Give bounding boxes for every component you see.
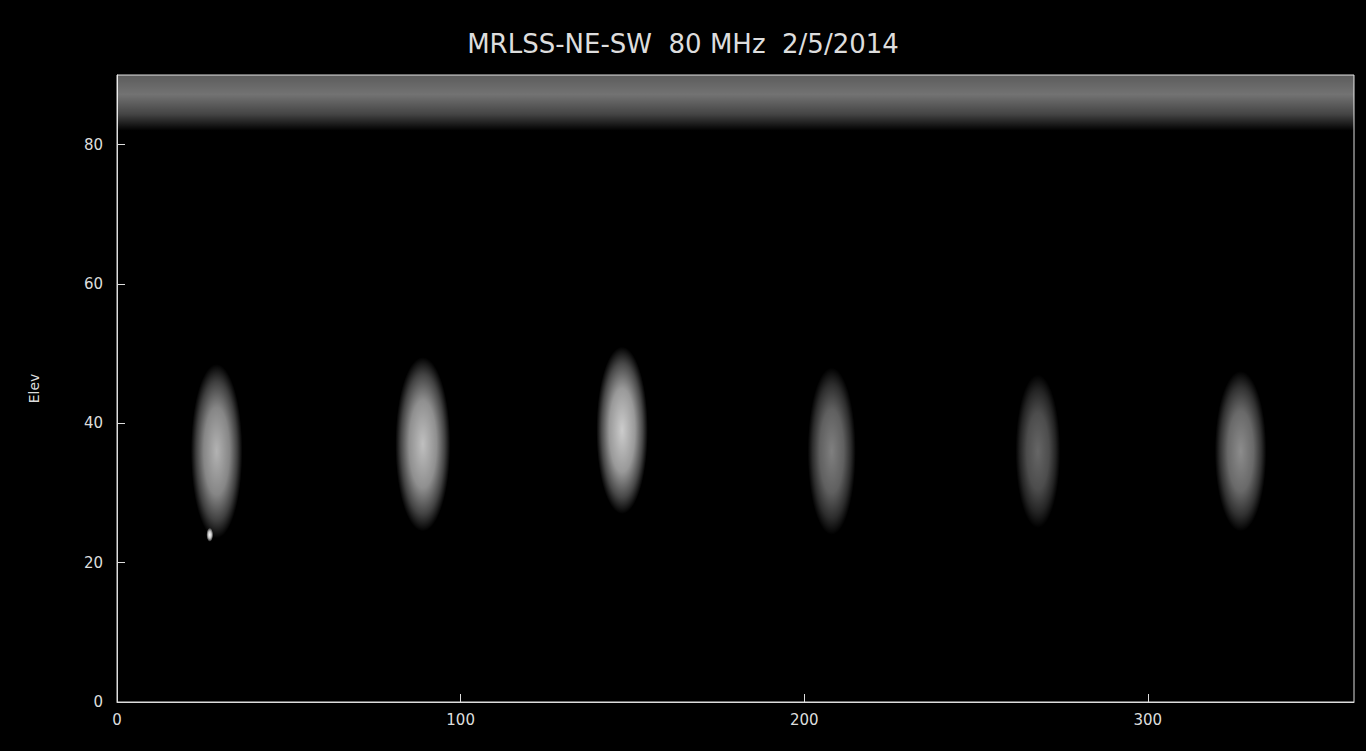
svg-text:100: 100 xyxy=(446,711,475,729)
svg-text:MRLSS-NE-SW 80 MHz 2/5/2014: MRLSS-NE-SW 80 MHz 2/5/2014 xyxy=(467,29,899,59)
svg-text:Elev: Elev xyxy=(26,374,42,404)
svg-text:40: 40 xyxy=(84,414,103,432)
svg-text:300: 300 xyxy=(1134,711,1163,729)
svg-text:0: 0 xyxy=(112,711,122,729)
svg-text:20: 20 xyxy=(84,554,103,572)
svg-text:80: 80 xyxy=(84,136,103,154)
svg-text:60: 60 xyxy=(84,275,103,293)
svg-text:0: 0 xyxy=(93,693,103,711)
svg-text:200: 200 xyxy=(790,711,819,729)
